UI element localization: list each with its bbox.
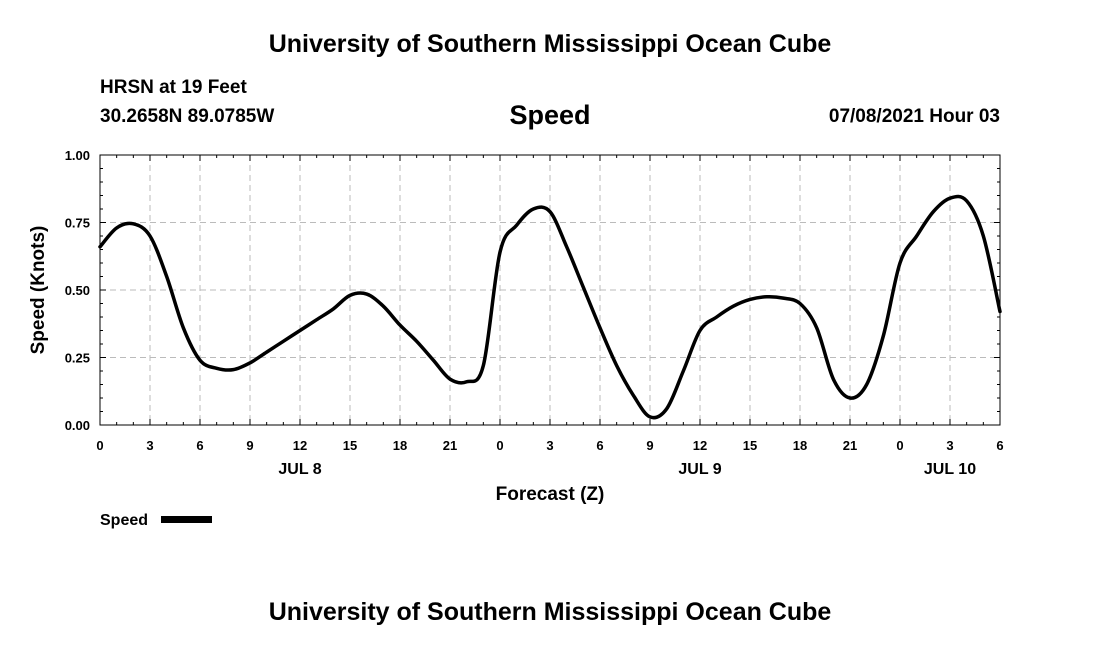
x-tick-label: 9	[646, 438, 653, 453]
date-label: JUL 10	[924, 461, 976, 478]
legend-swatch-speed	[161, 516, 212, 523]
x-tick-label: 6	[596, 438, 603, 453]
series-line-speed	[98, 194, 1002, 420]
x-tick-label: 6	[996, 438, 1003, 453]
page-title: University of Southern Mississippi Ocean…	[268, 30, 832, 58]
x-tick-label: 12	[693, 438, 707, 453]
x-tick-label: 3	[546, 438, 553, 453]
y-tick-label: 0.75	[65, 216, 90, 231]
x-tick-label: 21	[443, 438, 457, 453]
date-label: JUL 9	[678, 461, 721, 478]
legend: Speed	[100, 512, 212, 529]
x-tick-label: 18	[393, 438, 407, 453]
x-tick-label: 3	[146, 438, 153, 453]
y-tick-label: 0.50	[65, 283, 90, 298]
legend-label-speed: Speed	[100, 512, 148, 529]
y-tick-label: 0.25	[65, 351, 90, 366]
x-tick-label: 18	[793, 438, 807, 453]
x-tick-label: 21	[843, 438, 857, 453]
x-axis-tick-labels: 0 3 6 9 12 15 18 21 0 3 6 9 12 15 18 21 0 3 6	[96, 438, 1003, 453]
x-tick-label: 0	[96, 438, 103, 453]
x-axis-date-labels: JUL 8 JUL 9 JUL 10	[278, 461, 976, 478]
grid	[100, 155, 1000, 425]
x-tick-label: 15	[743, 438, 757, 453]
x-tick-label: 0	[496, 438, 503, 453]
y-axis-tick-labels: 0.00 0.25 0.50 0.75 1.00	[65, 148, 90, 433]
station-label: HRSN at 19 Feet	[100, 77, 247, 98]
x-tick-label: 0	[896, 438, 903, 453]
x-tick-label: 9	[246, 438, 253, 453]
x-tick-label: 6	[196, 438, 203, 453]
x-tick-label: 3	[946, 438, 953, 453]
forecast-datetime: 07/08/2021 Hour 03	[828, 106, 1000, 127]
y-tick-label: 1.00	[65, 148, 90, 163]
x-tick-label: 12	[293, 438, 307, 453]
y-tick-label: 0.00	[65, 418, 90, 433]
x-axis-label: Forecast (Z)	[496, 484, 605, 505]
x-tick-label: 15	[343, 438, 357, 453]
chart-title: Speed	[509, 100, 591, 130]
y-axis-label: Speed (Knots)	[28, 226, 49, 355]
axis-ticks	[99, 154, 1001, 426]
station-coordinates: 30.2658N 89.0785W	[100, 106, 275, 127]
footer-title: University of Southern Mississippi Ocean…	[268, 598, 832, 626]
date-label: JUL 8	[278, 461, 321, 478]
